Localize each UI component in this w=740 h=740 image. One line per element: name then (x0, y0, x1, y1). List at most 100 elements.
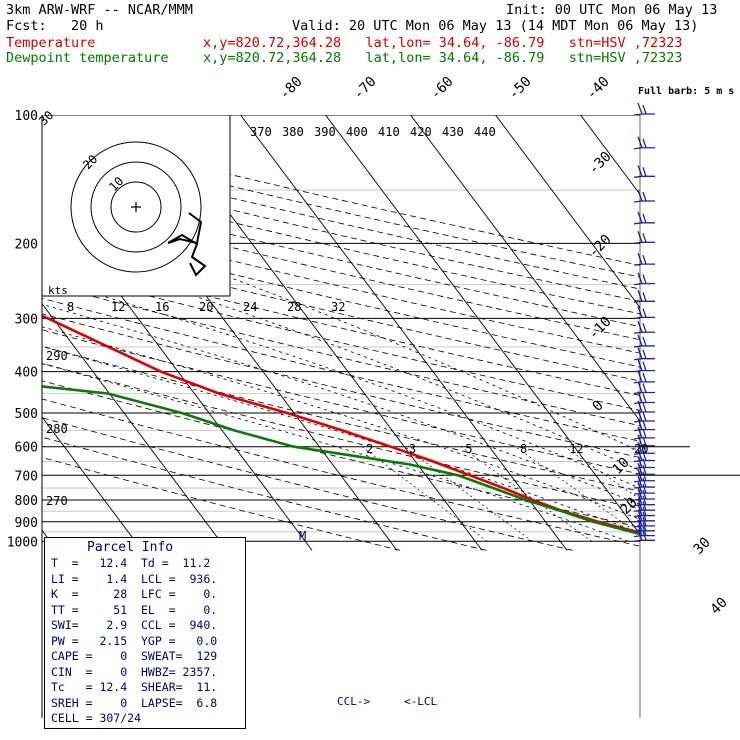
temperature-station-info: x,y=820.72,364.28 lat,lon= 34.64, -86.79… (203, 35, 683, 51)
pressure-tick-label: 100 (15, 109, 38, 124)
mixing-ratio-label: 2 (366, 442, 373, 456)
wind-barb (633, 211, 655, 225)
moist-adiabat-line (42, 247, 640, 471)
hodograph-speed-label: 28 (287, 300, 301, 314)
isotherm-label: 10 (610, 455, 633, 478)
wind-barb (633, 165, 655, 178)
mixing-ratio-line (361, 446, 488, 542)
hodograph-ring (110, 181, 162, 233)
model-title: 3km ARW-WRF -- NCAR/MMM (6, 2, 193, 18)
isotherm-line (651, 95, 740, 550)
isotherm-label: 40 (708, 595, 731, 618)
theta-label: 430 (442, 125, 464, 139)
isotherm-label: 30 (691, 535, 714, 558)
isotherm-line (409, 115, 640, 422)
isotherm-label: -30 (586, 149, 615, 178)
isotherm-line (324, 115, 640, 536)
mixing-ratio-line (515, 446, 640, 536)
hodograph-speed-label: 20 (199, 300, 213, 314)
wind-barb (633, 231, 655, 244)
dry-adiabat-line (42, 200, 640, 341)
parcel-row: K = 28 LFC = 0. (51, 587, 218, 601)
hodograph-ring (70, 141, 202, 273)
theta-label: 400 (346, 125, 368, 139)
hodograph-ring (90, 161, 182, 253)
dry-adiabat-line (42, 175, 640, 315)
parcel-row: T = 12.4 Td = 11.2 (51, 556, 211, 570)
dry-adiabat-line (42, 398, 640, 547)
mixing-ratio-label: 5 (465, 442, 472, 456)
theta-label: 390 (314, 125, 336, 139)
mixing-ratio-label: 3 (409, 442, 416, 456)
ccl-marker: CCL-> (337, 695, 370, 708)
isotherm-label: 0 (590, 398, 607, 415)
theta-e-label: 270 (46, 494, 68, 508)
hodograph-speed-label: 32 (331, 300, 345, 314)
wind-barb (633, 136, 655, 150)
wind-barb (633, 381, 655, 395)
dewpoint-station-info: x,y=820.72,364.28 lat,lon= 34.64, -86.79… (203, 50, 683, 66)
isotherm-line (494, 115, 640, 309)
parcel-row: CELL = 307/24 (51, 711, 142, 725)
dry-adiabat-line (42, 362, 640, 510)
isotherm-label: -70 (351, 74, 380, 103)
theta-e-label: 280 (46, 422, 68, 436)
pressure-tick-label: 1000 (7, 535, 38, 550)
parcel-row: CIN = 0 HWBZ= 2357. (51, 664, 218, 679)
theta-label: 420 (410, 125, 432, 139)
hodograph-center (131, 202, 141, 212)
m-marker: M (299, 529, 306, 543)
mixing-ratio-label: 12 (569, 442, 583, 456)
wind-barb (633, 334, 655, 348)
wind-barb (633, 347, 655, 361)
lcl-marker: <-LCL (404, 695, 437, 708)
isotherm-label: -40 (584, 74, 613, 103)
mixing-ratio-label: 20 (634, 442, 648, 456)
parcel-row: SWI= 2.9 CCL = 940. (51, 618, 218, 632)
theta-label: 380 (282, 125, 304, 139)
isotherm-label: -20 (586, 232, 615, 261)
isotherm-line (42, 189, 313, 551)
temperature-legend-label: Temperature (6, 35, 96, 51)
isotherm-line (579, 115, 640, 196)
dry-adiabat-line (42, 436, 487, 551)
parcel-row: LI = 1.4 LCL = 936. (51, 571, 218, 586)
valid-time: Valid: 20 UTC Mon 06 May 13 (14 MDT Mon … (292, 18, 699, 34)
isotherm-label: -80 (277, 74, 306, 103)
dewpoint-legend-label: Dewpoint temperature (6, 50, 169, 66)
moist-adiabat-line (42, 326, 640, 520)
parcel-info-box: Parcel Info T = 12.4 Td = 11.2 LI = 1.4 L… (44, 537, 246, 729)
parcel-row: TT = 51 EL = 0. (51, 602, 218, 617)
wind-barb-legend: Full barb: 5 m s (638, 86, 734, 97)
hodograph-speed-label: 24 (243, 300, 257, 314)
pressure-tick-label: 500 (15, 407, 38, 422)
dry-adiabat-line (42, 417, 573, 551)
wind-barb (633, 456, 655, 470)
wind-barb (633, 272, 655, 286)
mixing-ratio-label: 8 (520, 442, 527, 456)
theta-label: 410 (378, 125, 400, 139)
hodograph-speed-label: 16 (155, 300, 169, 314)
dry-adiabat-line (42, 187, 640, 328)
parcel-row: SREH = 0 LAPSE= 6.8 (51, 695, 218, 710)
hodograph-speed-label: 8 (67, 300, 74, 314)
wind-barb (633, 189, 655, 203)
plot-right-extension (640, 446, 740, 476)
wind-barb (633, 359, 655, 373)
wind-barb (633, 320, 655, 334)
pressure-tick-label: 600 (15, 441, 38, 456)
dry-adiabat-line (42, 313, 640, 458)
parcel-info-title: Parcel Info (87, 540, 174, 555)
pressure-tick-label: 400 (15, 366, 38, 381)
isotherm-label: -50 (506, 74, 535, 103)
pressure-tick-label: 900 (15, 516, 38, 531)
pressure-tick-label: 700 (15, 469, 38, 484)
wind-barb (633, 306, 655, 320)
pressure-tick-label: 800 (15, 494, 38, 509)
isotherm-line (42, 416, 143, 551)
mixing-ratio-line (404, 446, 533, 542)
wind-barb (633, 102, 655, 116)
dry-adiabat-line (42, 345, 640, 492)
